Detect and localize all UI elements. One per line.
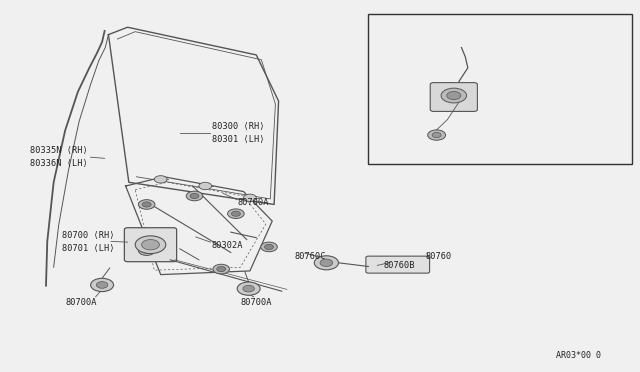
- Text: 80701 ⟨LH⟩: 80701 ⟨LH⟩: [62, 244, 115, 253]
- Circle shape: [264, 244, 273, 250]
- FancyBboxPatch shape: [124, 228, 177, 262]
- Bar: [368, 14, 632, 164]
- Text: 80731 ⟨LH⟩: 80731 ⟨LH⟩: [483, 119, 535, 128]
- Text: 80335N ⟨RH⟩: 80335N ⟨RH⟩: [30, 147, 88, 155]
- Circle shape: [243, 285, 254, 292]
- Text: F/PWR WINDOW: F/PWR WINDOW: [376, 38, 440, 46]
- Circle shape: [217, 266, 226, 272]
- Circle shape: [260, 242, 277, 252]
- Circle shape: [244, 194, 256, 202]
- Text: 80336N ⟨LH⟩: 80336N ⟨LH⟩: [30, 159, 88, 169]
- Circle shape: [154, 176, 167, 183]
- Text: 80700A: 80700A: [237, 198, 269, 207]
- Text: 80300 ⟨RH⟩: 80300 ⟨RH⟩: [212, 122, 264, 131]
- Circle shape: [237, 282, 260, 295]
- FancyBboxPatch shape: [430, 83, 477, 112]
- Circle shape: [186, 191, 203, 201]
- Text: CAN.S.GXE: CAN.S.GXE: [376, 25, 424, 33]
- Text: 80700A: 80700A: [241, 298, 272, 307]
- FancyBboxPatch shape: [366, 256, 429, 273]
- Text: 80730 ⟨RH⟩: 80730 ⟨RH⟩: [483, 108, 535, 117]
- Circle shape: [190, 193, 199, 199]
- Text: 80760: 80760: [425, 251, 451, 261]
- Circle shape: [432, 132, 441, 138]
- Circle shape: [320, 259, 333, 266]
- Circle shape: [441, 88, 467, 103]
- Circle shape: [97, 282, 108, 288]
- Circle shape: [142, 202, 151, 207]
- Circle shape: [428, 130, 445, 140]
- Circle shape: [232, 211, 241, 216]
- Circle shape: [138, 246, 155, 256]
- Circle shape: [314, 256, 339, 270]
- Circle shape: [142, 248, 151, 253]
- Text: 80760C: 80760C: [294, 251, 326, 261]
- Circle shape: [91, 278, 113, 292]
- Circle shape: [447, 92, 461, 100]
- Text: 80700A: 80700A: [473, 131, 504, 140]
- Circle shape: [228, 209, 244, 218]
- Text: AR03*00 0: AR03*00 0: [556, 351, 601, 360]
- Text: 80760B: 80760B: [384, 261, 415, 270]
- Text: 80700 ⟨RH⟩: 80700 ⟨RH⟩: [62, 231, 115, 240]
- Circle shape: [141, 240, 159, 250]
- Text: 80302A: 80302A: [212, 241, 243, 250]
- Circle shape: [138, 200, 155, 209]
- Text: 80700A: 80700A: [65, 298, 97, 307]
- Text: 80301 ⟨LH⟩: 80301 ⟨LH⟩: [212, 135, 264, 144]
- Circle shape: [213, 264, 230, 274]
- Circle shape: [199, 182, 212, 190]
- Circle shape: [135, 236, 166, 254]
